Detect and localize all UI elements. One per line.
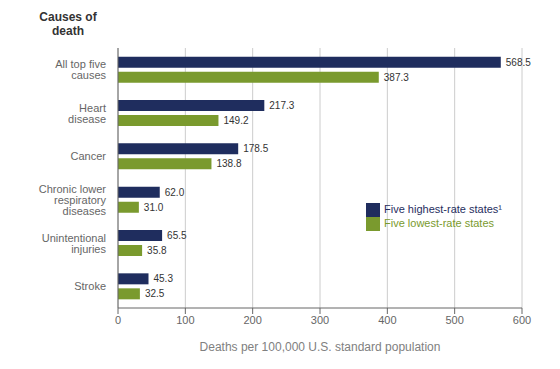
svg-text:500: 500 xyxy=(445,314,463,326)
svg-text:149.2: 149.2 xyxy=(223,115,248,126)
svg-text:62.0: 62.0 xyxy=(165,187,185,198)
svg-text:32.5: 32.5 xyxy=(145,288,165,299)
svg-text:568.5: 568.5 xyxy=(506,57,531,68)
svg-text:387.3: 387.3 xyxy=(384,72,409,83)
svg-text:Heartdisease: Heartdisease xyxy=(68,102,106,125)
html-text:Five highest-rate states¹: Five highest-rate states¹ xyxy=(384,203,502,215)
svg-text:35.8: 35.8 xyxy=(147,245,167,256)
svg-text:65.5: 65.5 xyxy=(167,230,187,241)
svg-text:178.5: 178.5 xyxy=(243,143,268,154)
svg-text:0: 0 xyxy=(115,314,121,326)
html-text:Causes of death: Causes of death xyxy=(39,10,97,38)
svg-text:Stroke: Stroke xyxy=(74,280,106,292)
svg-text:400: 400 xyxy=(378,314,396,326)
svg-text:Chronic lowerrespiratorydiseas: Chronic lowerrespiratorydiseases xyxy=(39,183,107,217)
svg-text:Deaths per 100,000 U.S. standa: Deaths per 100,000 U.S. standard populat… xyxy=(200,340,441,354)
svg-text:138.8: 138.8 xyxy=(216,158,241,169)
svg-text:200: 200 xyxy=(243,314,261,326)
html-text:Five lowest-rate states: Five lowest-rate states xyxy=(384,217,494,230)
svg-text:45.3: 45.3 xyxy=(154,273,174,284)
svg-text:100: 100 xyxy=(176,314,194,326)
svg-text:Unintentionalinjuries: Unintentionalinjuries xyxy=(42,232,107,255)
svg-text:Cancer: Cancer xyxy=(71,150,107,162)
svg-text:217.3: 217.3 xyxy=(269,100,294,111)
svg-text:600: 600 xyxy=(513,314,531,326)
svg-text:All top fivecauses: All top fivecauses xyxy=(55,58,106,81)
svg-text:300: 300 xyxy=(311,314,329,326)
svg-text:31.0: 31.0 xyxy=(144,202,164,213)
